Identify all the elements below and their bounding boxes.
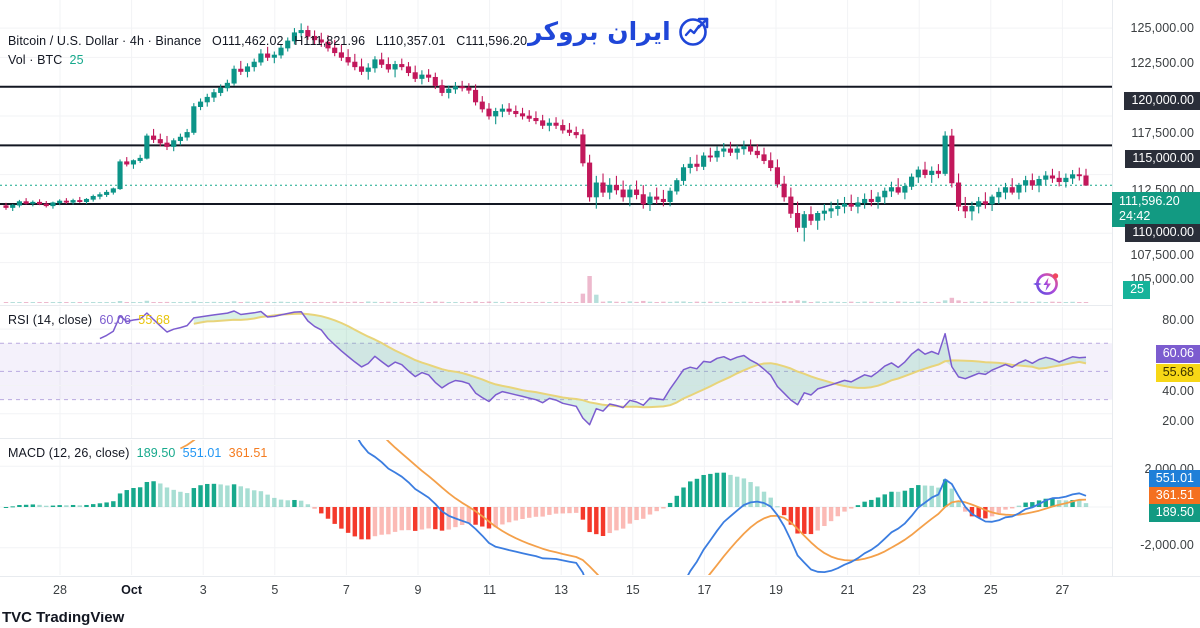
time-tick-27: 27 (1055, 583, 1070, 597)
rsi-tick-80: 80.00 (1162, 313, 1194, 327)
time-axis[interactable]: 28 Oct 3 5 7 9 11 13 15 17 19 21 23 25 27 (0, 576, 1200, 606)
macd-hist-badge: 189.50 (1148, 504, 1200, 522)
time-tick-21: 21 (840, 583, 855, 597)
price-line-badge-110000: 110,000.00 (1125, 224, 1200, 242)
time-tick-oct: Oct (121, 583, 143, 597)
time-tick-17: 17 (697, 583, 712, 597)
time-tick-5: 5 (271, 583, 279, 597)
macd-line-badge: 551.01 (1148, 470, 1200, 488)
time-tick-28: 28 (53, 583, 67, 597)
current-price-badge: 111,596.20 24:42 (1112, 192, 1200, 227)
chart-arrow-circle-icon (677, 14, 711, 48)
price-tick-122500: 122,500.00 (1130, 56, 1194, 70)
pane-divider-2 (0, 438, 1200, 439)
price-pane[interactable] (0, 0, 1112, 305)
rsi-pane[interactable] (0, 307, 1112, 438)
rsi-ma-badge: 55.68 (1155, 364, 1200, 382)
price-tick-107500: 107,500.00 (1130, 248, 1194, 262)
macd-signal-badge: 361.51 (1148, 487, 1200, 505)
time-tick-19: 19 (769, 583, 783, 597)
price-axis[interactable]: 125,000.00 122,500.00 120,000.00 117,500… (1112, 0, 1200, 595)
footer-watermark: TVC TradingView (0, 612, 1200, 628)
time-tick-13: 13 (554, 583, 569, 597)
rsi-value-badge: 60.06 (1155, 345, 1200, 363)
time-tick-25: 25 (983, 583, 998, 597)
time-tick-15: 15 (625, 583, 640, 597)
time-tick-11: 11 (483, 583, 497, 597)
rsi-tick-20: 20.00 (1162, 414, 1194, 428)
time-tick-7: 7 (342, 583, 350, 597)
brand-logo: ایران بروکر (528, 14, 711, 48)
price-line-badge-115000: 115,000.00 (1125, 150, 1200, 168)
price-tick-125000: 125,000.00 (1130, 21, 1194, 35)
time-tick-9: 9 (414, 583, 422, 597)
macd-tick-neg2000: -2,000.00 (1140, 538, 1194, 552)
macd-pane[interactable] (0, 440, 1112, 575)
price-tick-117500: 117,500.00 (1131, 126, 1194, 140)
pane-divider-1 (0, 305, 1200, 306)
current-price-value: 111,596.20 (1119, 194, 1180, 208)
footer-text: TVC TradingView (2, 612, 125, 626)
time-tick-3: 3 (199, 583, 207, 597)
brand-name: ایران بروکر (528, 16, 671, 46)
time-tick-23: 23 (912, 583, 927, 597)
price-line-badge-120000: 120,000.00 (1124, 92, 1200, 110)
bar-countdown: 24:42 (1119, 209, 1151, 223)
volume-axis-badge: 25 (1123, 281, 1150, 299)
ai-lightning-icon[interactable] (1026, 268, 1060, 300)
rsi-tick-40: 40.00 (1162, 384, 1194, 398)
